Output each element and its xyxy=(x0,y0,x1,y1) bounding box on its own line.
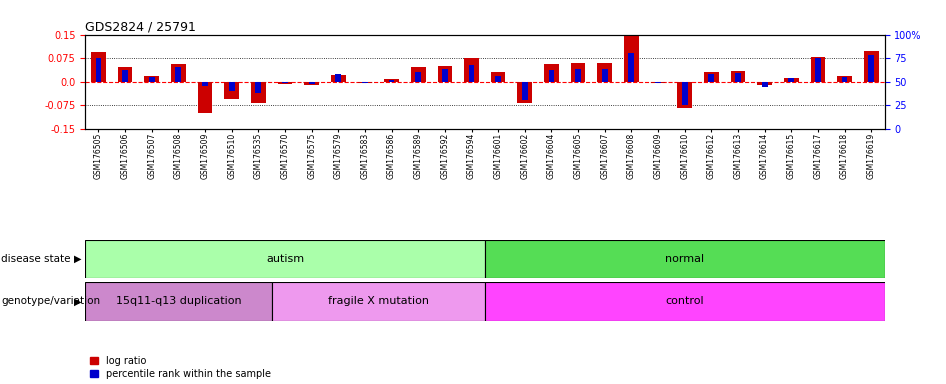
Bar xyxy=(484,282,885,321)
Bar xyxy=(85,282,272,321)
Bar xyxy=(438,66,452,82)
Bar xyxy=(384,79,399,82)
Text: control: control xyxy=(665,296,704,306)
Bar xyxy=(149,77,155,82)
Bar xyxy=(224,82,239,99)
Bar xyxy=(202,82,208,86)
Bar xyxy=(624,36,639,82)
Bar xyxy=(570,63,586,82)
Bar xyxy=(495,76,501,82)
Bar xyxy=(251,82,266,103)
Bar xyxy=(758,82,772,85)
Text: genotype/variation: genotype/variation xyxy=(1,296,100,306)
Bar xyxy=(229,82,235,91)
Bar xyxy=(602,70,607,82)
Bar xyxy=(468,65,475,82)
Bar xyxy=(677,82,692,108)
Bar xyxy=(362,82,368,83)
Text: disease state: disease state xyxy=(1,254,70,264)
Bar xyxy=(549,70,554,82)
Bar xyxy=(278,82,292,84)
Bar xyxy=(96,58,101,82)
Text: normal: normal xyxy=(665,254,704,264)
Bar xyxy=(628,53,635,82)
Bar xyxy=(331,75,345,82)
Bar xyxy=(762,82,767,87)
Bar xyxy=(811,56,825,82)
Bar xyxy=(85,240,484,278)
Bar xyxy=(198,82,212,113)
Text: ▶: ▶ xyxy=(74,296,81,306)
Bar xyxy=(655,82,661,83)
Bar xyxy=(575,70,581,82)
Bar xyxy=(91,52,106,82)
Bar xyxy=(175,68,182,82)
Bar xyxy=(709,74,714,82)
Bar xyxy=(484,240,885,278)
Bar xyxy=(730,71,745,82)
Bar xyxy=(282,82,288,83)
Bar xyxy=(411,66,426,82)
Bar xyxy=(171,65,185,82)
Bar xyxy=(517,82,532,103)
Bar xyxy=(544,65,559,82)
Bar xyxy=(491,72,505,82)
Bar xyxy=(272,282,484,321)
Bar xyxy=(704,72,719,82)
Bar xyxy=(118,66,132,82)
Bar xyxy=(464,58,479,82)
Bar xyxy=(389,80,394,82)
Bar xyxy=(842,77,848,82)
Bar xyxy=(442,70,447,82)
Text: fragile X mutation: fragile X mutation xyxy=(327,296,429,306)
Bar xyxy=(788,78,795,82)
Bar xyxy=(522,82,528,101)
Bar xyxy=(735,73,741,82)
Bar xyxy=(122,70,128,82)
Bar xyxy=(682,82,688,105)
Text: 15q11-q13 duplication: 15q11-q13 duplication xyxy=(115,296,241,306)
Bar xyxy=(335,74,342,82)
Bar xyxy=(358,82,372,83)
Bar xyxy=(868,55,874,82)
Bar xyxy=(415,72,421,82)
Bar xyxy=(255,82,261,93)
Bar xyxy=(145,76,159,82)
Bar xyxy=(837,76,851,82)
Bar xyxy=(864,51,879,82)
Bar xyxy=(815,58,821,82)
Bar xyxy=(308,82,315,84)
Bar xyxy=(598,63,612,82)
Legend: log ratio, percentile rank within the sample: log ratio, percentile rank within the sa… xyxy=(90,356,271,379)
Bar xyxy=(651,82,665,83)
Text: autism: autism xyxy=(266,254,304,264)
Bar xyxy=(305,82,319,85)
Text: ▶: ▶ xyxy=(74,254,81,264)
Bar xyxy=(784,78,798,82)
Text: GDS2824 / 25791: GDS2824 / 25791 xyxy=(85,20,196,33)
